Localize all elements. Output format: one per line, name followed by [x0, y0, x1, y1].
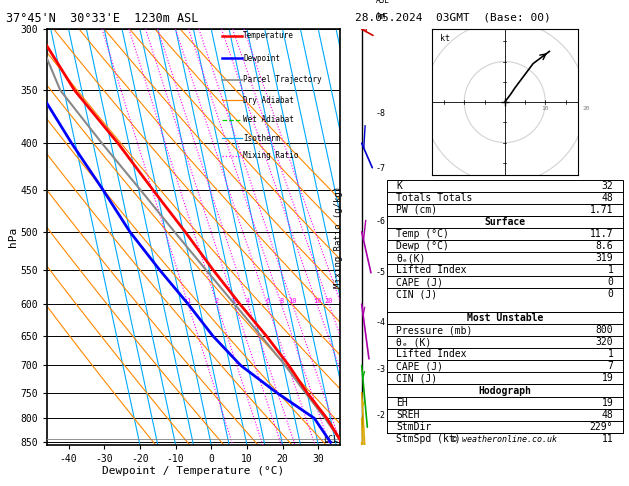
Text: 48: 48: [601, 410, 613, 419]
Text: K: K: [396, 181, 402, 191]
Text: Hodograph: Hodograph: [478, 385, 532, 396]
Text: StmSpd (kt): StmSpd (kt): [396, 434, 461, 444]
Text: ASL: ASL: [376, 0, 390, 5]
Text: -3: -3: [376, 365, 386, 374]
Text: Dry Adiabat: Dry Adiabat: [243, 96, 294, 105]
Text: 48: 48: [601, 193, 613, 203]
Text: Dewp (°C): Dewp (°C): [396, 241, 449, 251]
Text: 6: 6: [265, 298, 269, 304]
Text: 0: 0: [608, 289, 613, 299]
Text: Surface: Surface: [484, 217, 525, 227]
Text: 229°: 229°: [590, 422, 613, 432]
Text: -4: -4: [376, 318, 386, 327]
Text: Temperature: Temperature: [243, 31, 294, 40]
Text: 37°45'N  30°33'E  1230m ASL: 37°45'N 30°33'E 1230m ASL: [6, 12, 199, 25]
Text: kt: kt: [440, 35, 450, 43]
Text: Most Unstable: Most Unstable: [467, 313, 543, 323]
Text: 8.6: 8.6: [596, 241, 613, 251]
Text: km: km: [376, 12, 385, 21]
Text: 16: 16: [313, 298, 321, 304]
Text: Wet Adiabat: Wet Adiabat: [243, 115, 294, 124]
Text: 1.71: 1.71: [590, 205, 613, 215]
Text: CAPE (J): CAPE (J): [396, 362, 443, 371]
Text: -6: -6: [376, 217, 386, 226]
Text: 800: 800: [596, 325, 613, 335]
Text: -2: -2: [376, 411, 386, 420]
Text: LCL: LCL: [323, 434, 338, 444]
Text: 0: 0: [608, 277, 613, 287]
Text: Isotherm: Isotherm: [243, 134, 281, 143]
Text: 320: 320: [596, 337, 613, 347]
Text: 1: 1: [186, 298, 190, 304]
Text: SREH: SREH: [396, 410, 420, 419]
Text: CAPE (J): CAPE (J): [396, 277, 443, 287]
Text: 7: 7: [608, 362, 613, 371]
Text: -7: -7: [376, 164, 386, 173]
Text: θₑ(K): θₑ(K): [396, 253, 426, 263]
Bar: [387, 216, 623, 312]
Text: EH: EH: [396, 398, 408, 408]
Text: CIN (J): CIN (J): [396, 289, 437, 299]
Text: 28.05.2024  03GMT  (Base: 00): 28.05.2024 03GMT (Base: 00): [355, 12, 551, 22]
Text: Temp (°C): Temp (°C): [396, 229, 449, 239]
Text: 20: 20: [325, 298, 333, 304]
Bar: [387, 180, 623, 216]
Text: 8: 8: [279, 298, 283, 304]
Text: 10: 10: [288, 298, 297, 304]
Text: 3: 3: [233, 298, 237, 304]
Text: 32: 32: [601, 181, 613, 191]
Text: 10: 10: [542, 106, 549, 111]
Text: -8: -8: [376, 109, 386, 118]
Text: Lifted Index: Lifted Index: [396, 349, 467, 359]
Text: 19: 19: [601, 373, 613, 383]
Text: -5: -5: [376, 268, 386, 277]
Y-axis label: hPa: hPa: [8, 227, 18, 247]
Text: CIN (J): CIN (J): [396, 373, 437, 383]
Bar: [387, 312, 623, 384]
Text: Mixing Ratio (g/kg): Mixing Ratio (g/kg): [333, 186, 343, 288]
Text: StmDir: StmDir: [396, 422, 431, 432]
Text: 4: 4: [246, 298, 250, 304]
Text: 11.7: 11.7: [590, 229, 613, 239]
Text: 319: 319: [596, 253, 613, 263]
Text: Dewpoint: Dewpoint: [243, 54, 281, 63]
Text: PW (cm): PW (cm): [396, 205, 437, 215]
Text: 1: 1: [608, 265, 613, 275]
Text: © weatheronline.co.uk: © weatheronline.co.uk: [452, 435, 557, 444]
Text: Lifted Index: Lifted Index: [396, 265, 467, 275]
Text: 11: 11: [601, 434, 613, 444]
Bar: [387, 384, 623, 433]
Text: Pressure (mb): Pressure (mb): [396, 325, 472, 335]
Text: Totals Totals: Totals Totals: [396, 193, 472, 203]
Text: θₑ (K): θₑ (K): [396, 337, 431, 347]
X-axis label: Dewpoint / Temperature (°C): Dewpoint / Temperature (°C): [103, 467, 284, 476]
Text: 1: 1: [608, 349, 613, 359]
Text: Mixing Ratio: Mixing Ratio: [243, 152, 299, 160]
Text: 2: 2: [214, 298, 219, 304]
Text: 20: 20: [582, 106, 589, 111]
Text: 19: 19: [601, 398, 613, 408]
Text: Parcel Trajectory: Parcel Trajectory: [243, 75, 322, 85]
